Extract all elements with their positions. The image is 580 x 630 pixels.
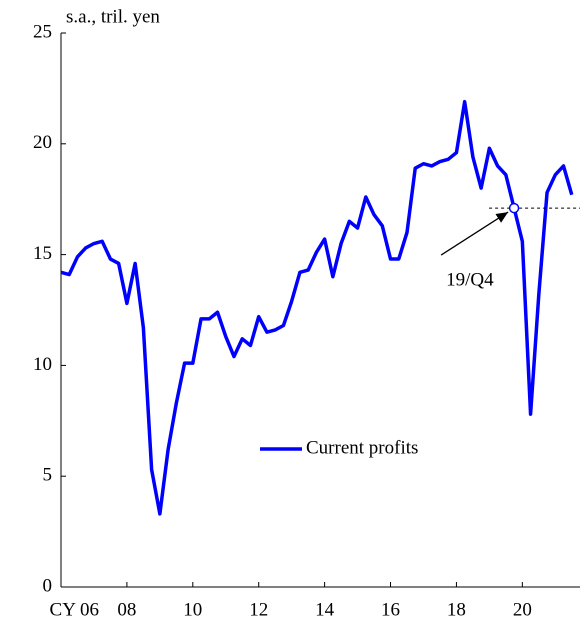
x-tick-label: CY 06	[50, 599, 99, 620]
series-line	[60, 99, 574, 516]
annotation-arrow	[440, 211, 509, 256]
x-tick-label: 12	[249, 599, 268, 620]
y-tick-label: 15	[33, 243, 52, 264]
y-tick-label: 0	[43, 575, 53, 596]
y-axis-label: s.a., tril. yen	[66, 6, 160, 27]
y-tick-label: 25	[33, 21, 52, 42]
x-tick-label: 16	[381, 599, 400, 620]
legend-label: Current profits	[306, 437, 418, 458]
annotation-point	[508, 202, 520, 214]
x-tick-label: 20	[513, 599, 532, 620]
x-tick-label: 18	[447, 599, 466, 620]
y-tick-label: 5	[43, 465, 53, 486]
y-tick-label: 10	[33, 354, 52, 375]
x-tick-label: 08	[117, 599, 136, 620]
x-tick-label: 14	[315, 599, 335, 620]
y-tick-label: 20	[33, 132, 52, 153]
annotation-text: 19/Q4	[446, 269, 494, 290]
x-tick-label: 10	[183, 599, 202, 620]
